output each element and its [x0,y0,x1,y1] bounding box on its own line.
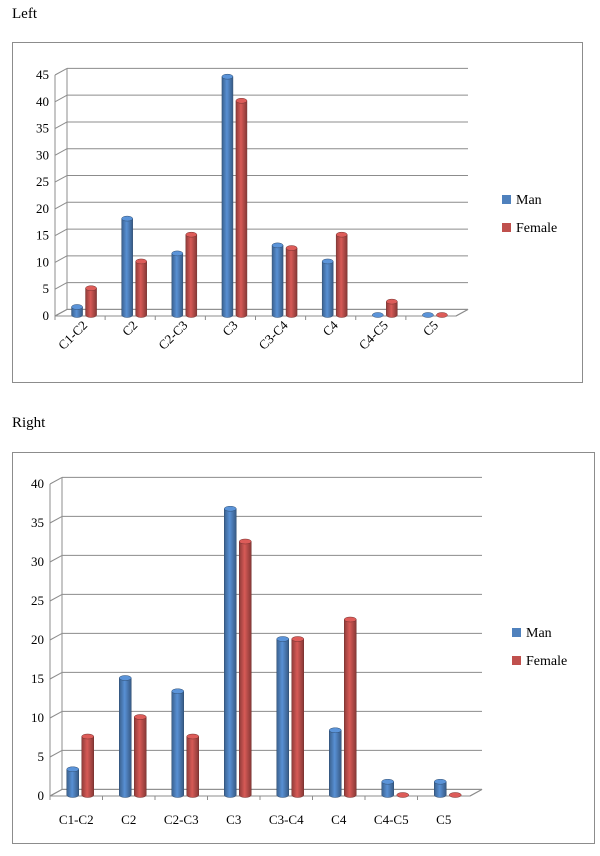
right-gridline-diag [49,710,63,719]
right-panel-title: Right [12,415,46,431]
right-category-label: C3-C4 [269,812,304,827]
right-bar-female-c2 [134,714,147,798]
right-category-label: C2 [121,812,136,827]
right-y-tick-label: 30 [31,554,44,569]
left-bar-female-c3 [235,98,248,318]
left-bar-female-c4 [335,231,348,318]
right-gridline-diag [49,593,63,602]
left-bar-female-c1-c2 [85,285,97,318]
right-bar-female-c5 [449,792,462,798]
right-bar-man-c4 [329,727,342,798]
right-y-tick-label: 35 [31,515,44,530]
left-legend-label-man: Man [516,193,542,208]
right-legend-swatch-female [512,656,521,665]
left-bar-man-c1-c2 [71,304,83,318]
right-gridline-diag [49,749,63,758]
right-y-tick-label: 10 [31,710,44,725]
right-legend-label-female: Female [526,654,567,669]
right-category-label: C1-C2 [59,812,94,827]
right-bar-female-c4-c5 [396,792,409,798]
left-legend-label-female: Female [516,221,557,236]
right-category-label: C5 [436,812,451,827]
right-gridline-diag [49,554,63,563]
right-category-label: C4 [331,812,347,827]
right-floor [49,788,483,797]
right-gridline-diag [49,515,63,524]
left-y-tick-label: 10 [36,254,49,269]
right-y-tick-label: 15 [31,671,44,686]
left-bar-man-c4 [321,258,334,318]
left-bar-man-c4-c5 [372,312,384,318]
right-gridline-diag [49,671,63,680]
right-legend-label-man: Man [526,626,552,641]
left-y-tick-label: 5 [43,281,50,296]
left-gridline-diag [54,201,68,210]
left-bar-man-c2-c3 [171,250,184,318]
right-bar-man-c5 [434,778,447,798]
left-y-tick-label: 35 [36,121,49,136]
left-floor-edge [455,308,469,317]
right-legend-swatch-man [512,628,521,637]
right-y-tick-label: 20 [31,632,44,647]
left-gridline-diag [54,175,68,183]
right-bar-man-c3-c4 [276,636,289,798]
left-gridline-diag [54,255,68,263]
left-bar-female-c2 [135,258,147,318]
right-bar-man-c2-c3 [171,688,184,798]
right-gridline-diag [49,632,63,641]
left-y-tick-label: 25 [36,174,49,189]
left-bar-man-c2 [121,215,133,318]
left-gridline-diag [54,67,68,76]
right-bar-female-c3 [239,538,252,798]
right-bar-female-c2-c3 [186,733,199,798]
right-bar-man-c2 [119,675,132,798]
left-y-tick-label: 40 [36,94,49,109]
left-gridline-diag [54,228,68,237]
left-gridline-diag [54,282,68,290]
right-bar-man-c1-c2 [66,766,79,798]
left-legend-swatch-female [502,223,511,232]
left-bar-man-c3-c4 [271,242,284,318]
right-bar-man-c3 [224,505,237,798]
left-bar-female-c3-c4 [285,245,298,318]
right-y-tick-label: 5 [38,749,45,764]
left-y-tick-label: 45 [36,67,49,82]
right-category-label: C3 [226,812,241,827]
left-bar-female-c4-c5 [386,298,398,318]
left-bar-man-c3 [221,73,234,318]
left-bar-female-c2-c3 [185,231,198,318]
right-bar-man-c4-c5 [381,778,394,798]
right-bar-female-c1-c2 [81,733,94,798]
left-gridline-diag [54,148,68,156]
right-gridline-diag [49,476,63,485]
left-legend-swatch-man [502,195,511,204]
right-bar-female-c4 [344,616,357,798]
left-y-tick-label: 0 [43,308,50,323]
left-bar-man-c5 [422,312,434,318]
right-bar-female-c3-c4 [291,636,304,798]
left-bar-female-c5 [436,312,448,318]
left-panel-title: Left [12,6,37,22]
left-chart-frame [12,42,583,383]
right-category-label: C4-C5 [374,812,409,827]
left-gridline-diag [54,121,68,129]
left-gridline-diag [54,94,68,103]
left-y-tick-label: 30 [36,147,49,162]
right-y-tick-label: 25 [31,593,44,608]
left-y-tick-label: 20 [36,201,49,216]
right-y-tick-label: 40 [31,476,44,491]
right-floor-edge [469,788,483,797]
right-y-tick-label: 0 [38,788,45,803]
left-y-tick-label: 15 [36,228,49,243]
right-category-label: C2-C3 [164,812,199,827]
